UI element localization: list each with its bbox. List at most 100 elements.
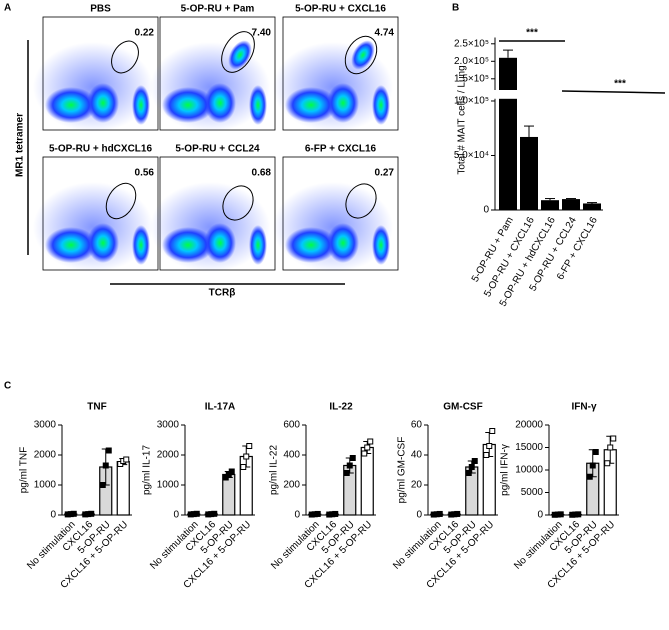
data-point [557, 511, 564, 518]
y-tick-label: 1000 [157, 480, 180, 491]
y-tick-label: 5.0×10⁴ [454, 150, 489, 161]
density [327, 223, 359, 263]
data-point [436, 510, 443, 517]
significance-line [561, 90, 666, 94]
y-label: MR1 tetramer [15, 113, 26, 177]
plot-title: 5-OP-RU + hdCXCL16 [49, 144, 153, 155]
bar [222, 473, 236, 516]
bar [583, 203, 601, 210]
data-point [604, 460, 611, 467]
gate [345, 183, 377, 219]
data-point [349, 455, 356, 461]
density [87, 83, 119, 123]
data-point [483, 452, 490, 458]
y-tick-label: 15000 [515, 442, 543, 453]
y-label: pg/ml IFN-γ [500, 444, 511, 496]
data-point [105, 447, 112, 454]
density [249, 225, 267, 265]
gate-value: 0.68 [252, 168, 272, 179]
gate-value: 0.56 [135, 168, 155, 179]
y-tick-label: 10000 [515, 465, 543, 476]
gate-value: 4.74 [375, 28, 395, 39]
y-tick-label: 2000 [34, 450, 57, 461]
gate [221, 31, 255, 73]
data-point [123, 456, 130, 463]
panel-label: B [452, 3, 459, 14]
chart-title: IL-22 [329, 402, 353, 413]
y-tick-label: 2000 [157, 450, 180, 461]
bar [499, 57, 517, 90]
data-point [102, 462, 109, 469]
y-label: pg/ml GM-CSF [397, 437, 408, 504]
density [249, 85, 267, 125]
gate [105, 182, 137, 220]
data-point [343, 470, 350, 476]
density [285, 227, 337, 263]
data-point [332, 510, 339, 517]
chart-title: IL-17A [205, 402, 236, 413]
density [204, 83, 236, 123]
y-tick-label: 2.0×10⁵ [454, 56, 489, 67]
density [372, 225, 390, 265]
data-point [314, 510, 321, 517]
density [45, 227, 97, 263]
gate [111, 40, 139, 74]
density [132, 225, 150, 265]
chart-title: GM-CSF [443, 402, 482, 413]
data-point [468, 464, 475, 470]
data-point [364, 444, 371, 451]
data-point [575, 511, 582, 518]
data-point [607, 444, 614, 451]
y-tick-label: 1000 [34, 480, 57, 491]
data-point [610, 435, 617, 442]
density [285, 87, 337, 123]
density [162, 87, 214, 123]
density [372, 85, 390, 125]
data-point [471, 458, 478, 464]
y-tick-label: 0 [416, 510, 422, 521]
bar [562, 199, 580, 210]
y-tick-label: 1.5×10⁵ [454, 73, 489, 84]
data-point [228, 468, 235, 475]
data-point [211, 510, 218, 517]
gate-value: 0.22 [135, 28, 155, 39]
plot-title: 6-FP + CXCL16 [305, 144, 377, 155]
data-point [243, 453, 250, 460]
y-tick-label: 0 [483, 205, 489, 216]
y-tick-label: 20000 [515, 420, 543, 431]
data-point [246, 443, 253, 449]
density [204, 223, 236, 263]
plot-title: PBS [90, 4, 111, 15]
bar [541, 200, 559, 210]
panel-label: A [4, 3, 11, 14]
data-point [589, 462, 596, 469]
chart-title: IFN-γ [572, 402, 597, 413]
y-tick-label: 3000 [157, 420, 180, 431]
plot-title: 5-OP-RU + CCL24 [175, 144, 260, 155]
y-tick-label: 0 [294, 510, 300, 521]
plot-title: 5-OP-RU + Pam [181, 4, 255, 15]
y-label: pg/ml IL-17 [142, 445, 153, 495]
y-tick-label: 0 [50, 510, 56, 521]
data-point [586, 473, 593, 480]
y-tick-label: 0 [537, 510, 543, 521]
y-tick-label: 0 [173, 510, 179, 521]
y-label: Total # MAIT cells / Lung [457, 65, 468, 174]
data-point [70, 510, 77, 517]
data-point [193, 510, 200, 517]
bar [360, 446, 374, 516]
y-tick-label: 5000 [521, 487, 544, 498]
y-tick-label: 20 [411, 480, 423, 491]
gate-value: 0.27 [375, 168, 395, 179]
chart-title: TNF [87, 402, 106, 413]
y-tick-label: 60 [411, 420, 423, 431]
data-point [486, 443, 493, 449]
significance: *** [526, 28, 538, 39]
y-tick-label: 40 [411, 450, 423, 461]
density [87, 223, 119, 263]
density [327, 83, 359, 123]
data-point [88, 510, 95, 517]
bar [116, 461, 130, 516]
data-point [592, 449, 599, 455]
